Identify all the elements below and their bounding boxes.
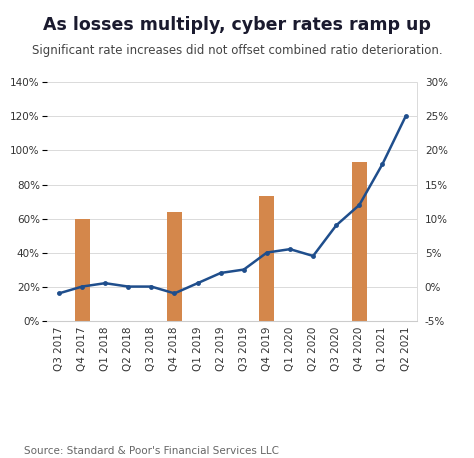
Text: Significant rate increases did not offset combined ratio deterioration.: Significant rate increases did not offse…: [32, 44, 442, 56]
Bar: [259, 196, 274, 321]
Text: As losses multiply, cyber rates ramp up: As losses multiply, cyber rates ramp up: [43, 16, 431, 34]
Text: Source: Standard & Poor's Financial Services LLC: Source: Standard & Poor's Financial Serv…: [24, 446, 279, 456]
Bar: [167, 212, 182, 321]
Bar: [352, 163, 367, 321]
Bar: [74, 218, 90, 321]
